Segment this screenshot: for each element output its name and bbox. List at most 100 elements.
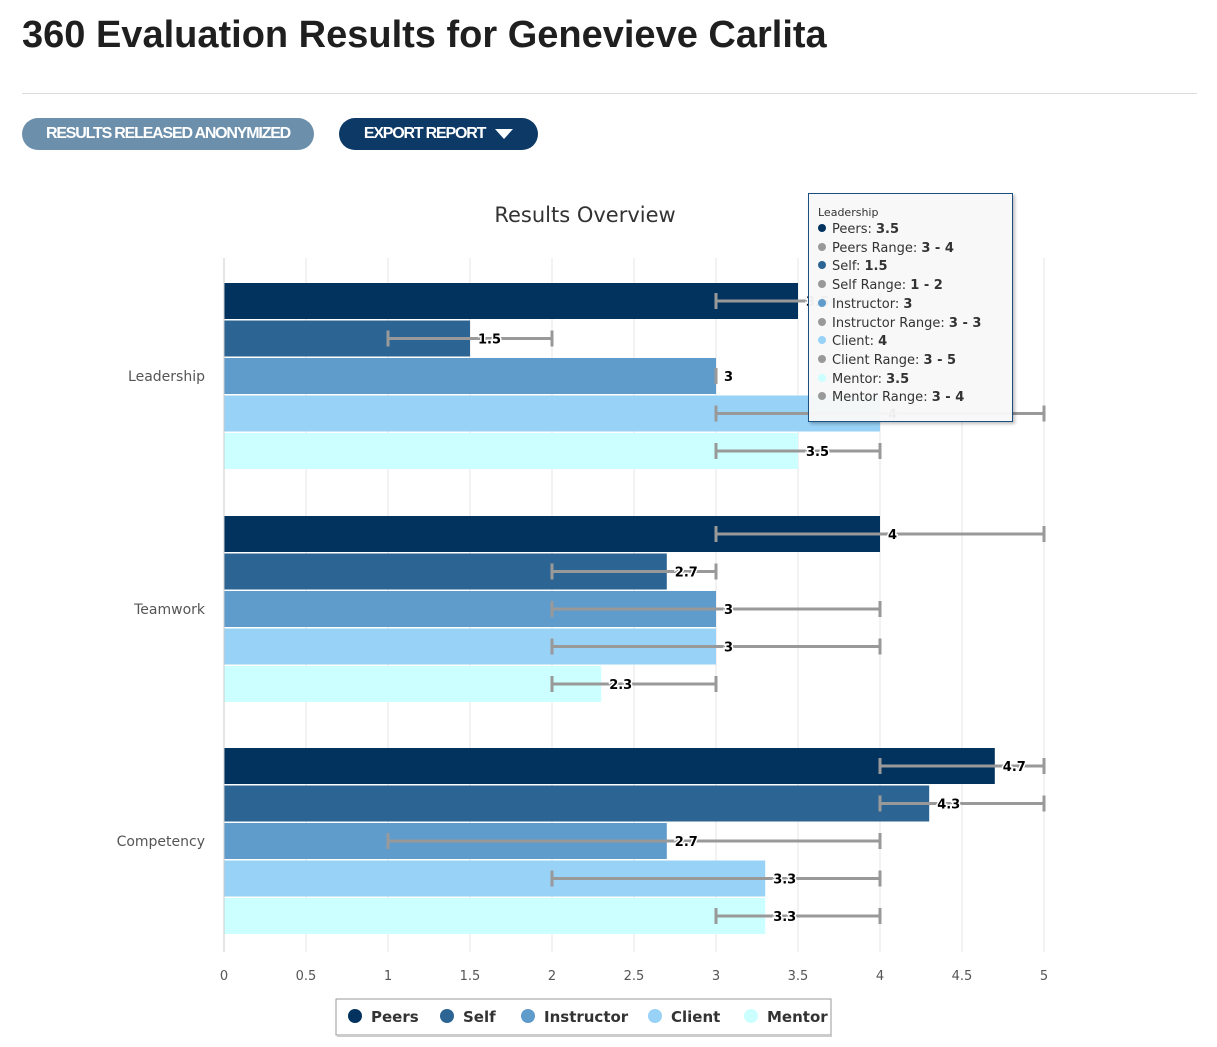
legend-label: Peers <box>371 1008 419 1026</box>
legend-item-instructor[interactable]: Instructor <box>521 1008 629 1026</box>
tooltip-row-label: Instructor Range <box>832 315 941 331</box>
data-label: 3.3 <box>773 873 796 888</box>
bar-mentor[interactable] <box>224 666 602 702</box>
tooltip-dot-icon <box>818 261 826 270</box>
legend-item-mentor[interactable]: Mentor <box>744 1008 828 1026</box>
export-report-button[interactable]: EXPORT REPORT <box>339 118 538 150</box>
data-label: 3 <box>724 370 733 385</box>
error-bar <box>550 638 882 655</box>
tooltip-row-value: 3 <box>903 296 913 312</box>
data-label: 3 <box>724 603 733 618</box>
tooltip-row: Peers Range: 3 - 4 <box>818 240 1003 259</box>
tooltip-row-value: 3.5 <box>886 371 910 387</box>
tooltip-dot-icon <box>818 317 826 326</box>
x-tick-label: 1.5 <box>460 969 481 984</box>
tooltip-row-value: 1 - 2 <box>910 278 943 294</box>
error-bar <box>550 870 882 887</box>
tooltip-row: Client: 4 <box>818 333 1003 352</box>
x-tick-label: 3 <box>712 969 720 984</box>
tooltip-row-label: Peers <box>832 222 868 237</box>
tooltip-dot-icon <box>818 354 826 363</box>
bar-mentor[interactable] <box>224 433 798 469</box>
tooltip-dot-icon <box>818 242 826 251</box>
tooltip-row-value: 3.5 <box>876 222 900 237</box>
results-status-badge: RESULTS RELEASED ANONYMIZED <box>22 118 314 150</box>
tooltip-row-label: Instructor <box>832 296 895 312</box>
tooltip-dot-icon <box>818 392 826 401</box>
tooltip-row-label: Peers Range <box>832 240 913 256</box>
tooltip-row-value: 3 - 4 <box>921 240 954 256</box>
tooltip-dot-icon <box>818 280 826 289</box>
tooltip-row: Self Range: 1 - 2 <box>818 277 1003 296</box>
tooltip-row-label: Self <box>832 259 856 275</box>
error-bar <box>714 526 1046 542</box>
x-tick-label: 4 <box>876 969 884 984</box>
tooltip-row: Self: 1.5 <box>818 258 1003 277</box>
error-bar <box>550 601 882 617</box>
page-title: 360 Evaluation Results for Genevieve Car… <box>22 14 827 56</box>
caret-down-icon <box>495 129 514 139</box>
tooltip-dot-icon <box>818 298 826 307</box>
tooltip-title: Leadership <box>818 206 879 219</box>
bar-instructor[interactable] <box>224 358 716 394</box>
header-divider <box>22 93 1197 94</box>
error-bar <box>878 795 1046 812</box>
legend-item-client[interactable]: Client <box>648 1008 720 1026</box>
tooltip-row-value: 3 - 4 <box>931 390 965 406</box>
tooltip-row-value: 4 <box>878 334 888 350</box>
tooltip-row-value: 1.5 <box>864 259 888 275</box>
x-tick-label: 5 <box>1040 969 1048 984</box>
tooltip-row-value: 3 - 3 <box>948 315 982 331</box>
data-label: 4.7 <box>1003 760 1026 775</box>
tooltip-row-label: Mentor Range <box>832 390 924 406</box>
tooltip-dot-icon <box>818 336 826 345</box>
error-bar <box>878 758 1046 774</box>
export-report-label: EXPORT REPORT <box>363 125 487 142</box>
data-label: 2.7 <box>675 566 698 581</box>
error-bar <box>550 676 718 692</box>
data-label: 2.3 <box>609 678 632 693</box>
results-status-label: RESULTS RELEASED ANONYMIZED <box>45 125 291 142</box>
legend-marker <box>744 1009 758 1023</box>
x-tick-label: 2.5 <box>624 969 645 984</box>
error-bar <box>714 908 882 924</box>
error-bar <box>386 330 554 347</box>
tooltip-dot-icon <box>818 224 826 232</box>
legend-label: Self <box>463 1008 496 1026</box>
x-tick-label: 4.5 <box>952 969 973 984</box>
category-label: Leadership <box>128 369 205 385</box>
bar-self[interactable] <box>224 785 930 822</box>
legend-marker <box>521 1009 535 1023</box>
x-tick-label: 0 <box>220 969 228 984</box>
tooltip-row: Instructor: 3 <box>818 296 1003 315</box>
bar-peers[interactable] <box>224 748 995 784</box>
x-tick-label: 1 <box>384 969 392 984</box>
tooltip-row: Client Range: 3 - 5 <box>818 352 1003 371</box>
bar-peers[interactable] <box>224 283 798 319</box>
x-tick-label: 2 <box>548 969 556 984</box>
legend-marker <box>440 1009 454 1023</box>
bar-mentor[interactable] <box>224 898 766 934</box>
data-label: 4.3 <box>937 798 960 813</box>
category-label: Teamwork <box>133 602 206 618</box>
legend-item-self[interactable]: Self <box>440 1008 496 1026</box>
data-label: 2.7 <box>675 835 698 850</box>
tooltip-row-label: Client Range <box>832 352 915 368</box>
tooltip-row-label: Client <box>832 334 870 350</box>
data-label: 4 <box>888 528 897 543</box>
legend-label: Client <box>671 1008 720 1026</box>
data-label: 3.5 <box>806 445 829 460</box>
tooltip-row: Mentor Range: 3 - 4 <box>818 389 1003 408</box>
tooltip-row-label: Mentor <box>832 371 878 387</box>
error-bar <box>386 833 882 849</box>
legend-item-peers[interactable]: Peers <box>348 1008 419 1026</box>
tooltip-row: Mentor: 3.5 <box>818 371 1003 390</box>
data-label: 3 <box>724 641 733 656</box>
data-label: 3.3 <box>773 910 796 925</box>
x-tick-label: 3.5 <box>788 969 809 984</box>
data-label: 1.5 <box>478 333 501 348</box>
tooltip-row: Instructor Range: 3 - 3 <box>818 315 1003 334</box>
error-bar <box>714 443 882 459</box>
